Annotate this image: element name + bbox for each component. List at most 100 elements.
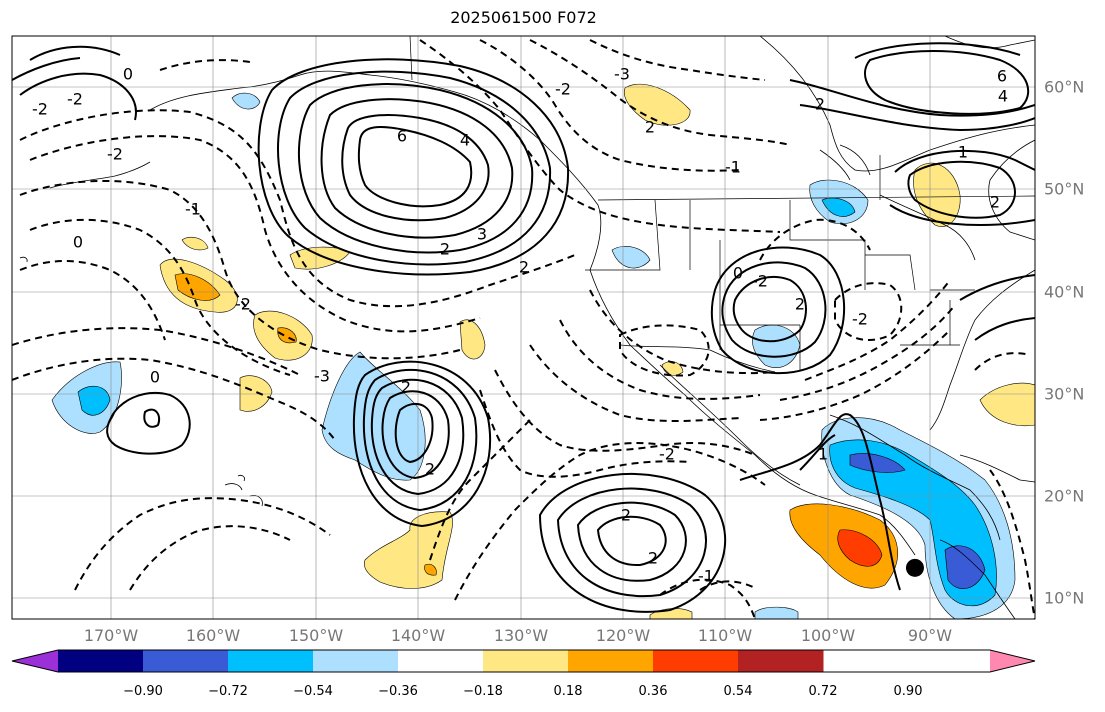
- contour-line: [799, 434, 836, 471]
- contour-label: 3: [477, 225, 487, 244]
- colorbar-segment: [653, 650, 739, 672]
- political-borders: [409, 36, 1035, 373]
- contour-line: [974, 352, 1031, 371]
- colorbar-segment: [483, 650, 569, 672]
- lon-tick-label: 150°W: [288, 626, 344, 645]
- contour-label: -3: [314, 367, 330, 386]
- colorbar-tick-label: 0.36: [638, 684, 668, 699]
- colorbar-tick-label: −0.90: [123, 684, 163, 699]
- lon-tick-label: 90°W: [907, 626, 953, 645]
- contour-label: 0: [150, 368, 160, 387]
- colorbar-extend-right: [990, 650, 1035, 672]
- border: [865, 254, 916, 291]
- contour-line: [29, 135, 481, 333]
- contour-line: [894, 149, 1035, 173]
- contour-label: 2: [795, 295, 805, 314]
- colorbar-segment: [568, 650, 654, 672]
- positive-anomaly-region: [424, 563, 437, 576]
- lon-tick-label: 110°W: [697, 626, 753, 645]
- contour-line: [454, 442, 766, 601]
- contour-label: -3: [614, 65, 630, 84]
- contour-label: 0: [733, 264, 743, 283]
- contour-line: [596, 515, 667, 567]
- negative-anomaly-region: [944, 545, 986, 589]
- contour-line: [143, 408, 161, 428]
- contour-line: [277, 70, 552, 266]
- contour-label: -2: [235, 295, 251, 314]
- coastlines: [19, 36, 1035, 619]
- lat-tick-label: 30°N: [1044, 384, 1085, 404]
- contour-line: [854, 42, 1021, 59]
- contour-label: -2: [67, 90, 83, 109]
- contour-line: [974, 317, 1035, 341]
- colorbar-segment: [398, 650, 484, 672]
- coastline: [19, 256, 28, 263]
- contour-line: [556, 487, 707, 598]
- positive-anomaly-region: [979, 382, 1035, 426]
- colorbar-tick-label: 0.54: [723, 684, 753, 699]
- lon-tick-label: 130°W: [493, 626, 549, 645]
- contour-label: 1: [818, 445, 828, 464]
- positive-anomaly-region: [459, 319, 486, 360]
- contour-line: [257, 58, 570, 276]
- contour-line: [732, 275, 807, 343]
- contour-line: [479, 389, 691, 478]
- contour-line: [12, 357, 336, 441]
- colorbar-tick-label: −0.54: [293, 684, 333, 699]
- contour-label: 6: [397, 127, 407, 146]
- anomaly-shading: [51, 83, 1035, 619]
- contour-line: [759, 329, 951, 421]
- contour-line: [889, 204, 1035, 226]
- contour-line: [479, 39, 741, 172]
- positive-anomaly-region: [289, 246, 351, 270]
- contour-label: 2: [440, 240, 450, 259]
- contour-line: [19, 72, 137, 121]
- contour-line: [19, 179, 461, 360]
- contour-line: [352, 360, 492, 528]
- map-frame: [11, 35, 1036, 620]
- negative-anomaly-region: [611, 246, 651, 269]
- contour-label: 2: [621, 506, 631, 525]
- coastline: [959, 454, 1035, 483]
- lat-tick-label: 50°N: [1044, 179, 1085, 199]
- contour-label: -2: [555, 80, 571, 99]
- contour-line: [429, 419, 531, 561]
- contour-line: [29, 218, 291, 376]
- colorbar-tick-label: −0.36: [378, 684, 418, 699]
- map-plot: 6 4 3 2 2 0 -2 -1 0 -2 -3 2 2 -2 2 2 -1 …: [11, 35, 1036, 620]
- positive-anomaly-region: [624, 83, 691, 126]
- contour-label: 6: [997, 67, 1007, 86]
- contour-line: [619, 324, 710, 377]
- border: [789, 200, 866, 290]
- colorbar-segment: [58, 650, 144, 672]
- contour-line: [394, 402, 434, 464]
- contour-label: 1: [958, 143, 968, 162]
- contour-line: [381, 390, 450, 480]
- contour-line: [357, 126, 473, 208]
- contour-label: 2: [425, 460, 435, 479]
- positive-anomaly-region: [913, 162, 961, 227]
- colorbar-tick-label: 0.72: [808, 684, 838, 699]
- contour-line: [29, 45, 121, 61]
- contour-line: [341, 114, 490, 222]
- coastline: [659, 364, 801, 486]
- contour-line: [320, 98, 514, 239]
- contour-line: [19, 260, 166, 341]
- colorbar-outline: [11, 649, 1036, 673]
- contour-label: 2: [815, 95, 825, 114]
- contour-label: 0: [73, 233, 83, 252]
- contour-line: [739, 413, 901, 591]
- contour-line: [989, 469, 1035, 619]
- contour-line: [106, 392, 191, 455]
- positive-anomaly-region: [239, 375, 273, 412]
- contour-line: [659, 578, 756, 619]
- contour-line: [589, 289, 776, 375]
- border: [597, 195, 1035, 201]
- lon-tick-label: 170°W: [83, 626, 139, 645]
- coastline: [944, 36, 1035, 49]
- contour-line: [559, 319, 761, 400]
- contour-line: [494, 369, 756, 456]
- positive-contours: [12, 42, 1035, 613]
- contour-line: [538, 472, 727, 613]
- negative-anomaly-region: [321, 351, 426, 481]
